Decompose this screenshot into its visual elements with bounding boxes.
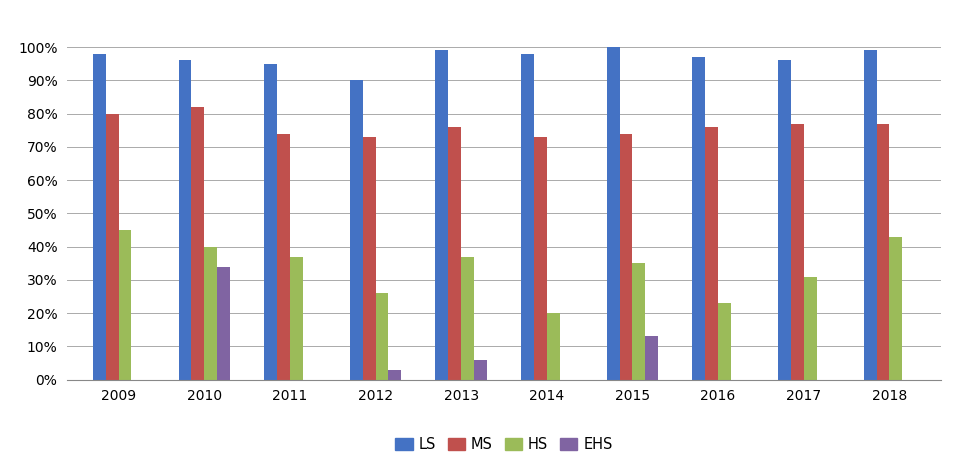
Bar	[864, 50, 876, 380]
Bar	[375, 293, 389, 380]
Bar	[633, 263, 645, 380]
Bar	[349, 81, 363, 380]
Bar	[179, 61, 191, 380]
Bar	[217, 267, 230, 380]
Bar	[692, 57, 706, 380]
Bar	[290, 257, 302, 380]
Bar	[363, 137, 375, 380]
Bar	[277, 134, 290, 380]
Bar	[389, 369, 401, 380]
Bar	[461, 257, 474, 380]
Bar	[804, 276, 817, 380]
Bar	[706, 127, 718, 380]
Bar	[119, 230, 132, 380]
Bar	[204, 247, 217, 380]
Bar	[547, 313, 560, 380]
Bar	[876, 124, 889, 380]
Bar	[619, 134, 633, 380]
Bar	[436, 50, 448, 380]
Bar	[474, 360, 487, 380]
Bar	[791, 124, 804, 380]
Bar	[534, 137, 547, 380]
Legend: LS, MS, HS, EHS: LS, MS, HS, EHS	[390, 431, 618, 457]
Bar	[264, 64, 277, 380]
Bar	[521, 54, 534, 380]
Bar	[448, 127, 461, 380]
Bar	[778, 61, 791, 380]
Bar	[889, 237, 902, 380]
Bar	[93, 54, 106, 380]
Bar	[718, 303, 731, 380]
Bar	[191, 107, 204, 380]
Bar	[607, 47, 619, 380]
Bar	[645, 337, 659, 380]
Bar	[106, 113, 119, 380]
